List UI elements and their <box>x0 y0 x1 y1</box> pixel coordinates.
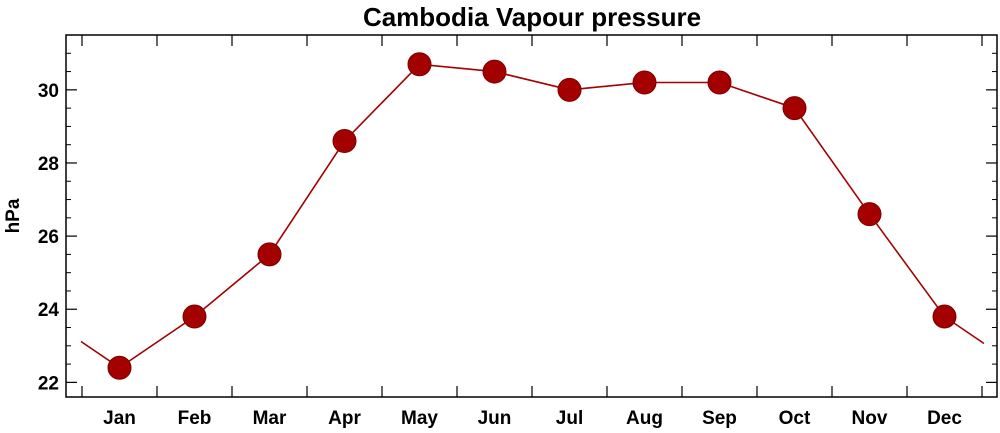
data-point-marker <box>107 355 132 380</box>
data-point-marker <box>332 129 357 154</box>
series-layer <box>80 52 985 380</box>
x-tick-label: May <box>401 408 438 429</box>
x-tick-label: Jun <box>478 408 512 429</box>
y-tick-label: 28 <box>38 154 59 175</box>
x-tick-label: Oct <box>779 408 811 429</box>
x-tick-label: Apr <box>328 408 361 429</box>
plot-area-frame <box>65 34 998 398</box>
x-tick-label: Jan <box>103 408 136 429</box>
series-line <box>80 63 985 369</box>
data-point-marker <box>257 242 282 267</box>
data-point-marker <box>932 304 957 329</box>
y-tick-label: 22 <box>38 373 59 394</box>
x-tick-label: Aug <box>626 408 663 429</box>
data-point-marker <box>407 52 432 77</box>
chart-title: Cambodia Vapour pressure <box>363 2 701 32</box>
y-tick-label: 26 <box>38 227 59 248</box>
y-tick-label: 30 <box>38 81 59 102</box>
x-tick-label: Dec <box>927 408 962 429</box>
data-point-marker <box>782 96 807 121</box>
data-point-marker <box>182 304 207 329</box>
x-tick-label: Nov <box>852 408 888 429</box>
data-point-marker <box>857 202 882 227</box>
data-point-marker <box>557 77 582 102</box>
tick-labels: 22 24 26 28 30 Jan Feb Mar Apr May Jun Jul Aug Sep Oct… <box>38 81 962 429</box>
x-tick-label: Feb <box>178 408 212 429</box>
data-point-marker <box>707 70 732 95</box>
data-point-marker <box>632 70 657 95</box>
x-tick-label: Jul <box>556 408 583 429</box>
data-point-marker <box>482 59 507 84</box>
y-tick-label: 24 <box>38 300 60 321</box>
axis-ticks <box>66 34 997 397</box>
y-axis-label: hPa <box>3 198 24 233</box>
x-tick-label: Sep <box>702 408 737 429</box>
x-tick-label: Mar <box>253 408 287 429</box>
